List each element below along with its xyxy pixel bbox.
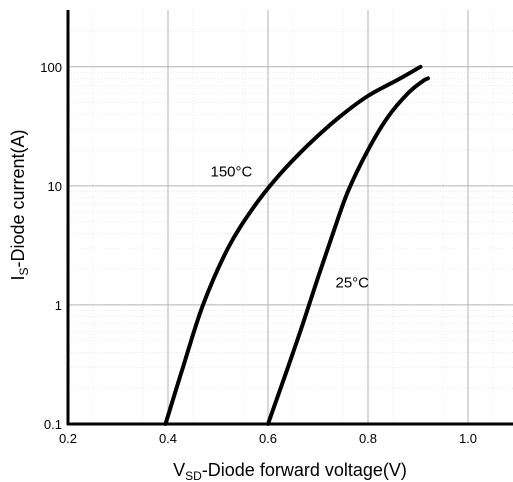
- x-tick-label: 0.4: [159, 431, 177, 446]
- x-axis-title: VSD-Diode forward voltage(V): [173, 460, 407, 482]
- x-tick-label: 0.6: [259, 431, 277, 446]
- curve-150c: [163, 64, 423, 426]
- curve-label-25c: 25°C: [336, 275, 370, 292]
- curve-labels: 150°C 25°C: [211, 163, 370, 291]
- y-axis-title-rest: -Diode current(A): [8, 129, 28, 267]
- y-tick-label: 0.1: [44, 417, 62, 432]
- x-axis-title-rest: -Diode forward voltage(V): [202, 460, 407, 480]
- y-tick-labels: 0.1 1 10 100: [40, 60, 62, 432]
- y-axis-title-subscript: S: [17, 268, 31, 276]
- x-tick-labels: 0.2 0.4 0.6 0.8 1.0: [59, 431, 477, 446]
- x-axis-title-subscript: SD: [185, 469, 202, 482]
- curves: [163, 64, 430, 426]
- y-tick-label: 1: [55, 298, 62, 313]
- x-tick-label: 1.0: [459, 431, 477, 446]
- minor-grid: [68, 10, 513, 424]
- x-axis-title-main: V: [173, 460, 185, 480]
- y-axis-title-main: I: [8, 276, 28, 281]
- x-tick-label: 0.8: [359, 431, 377, 446]
- curve-label-150c: 150°C: [211, 163, 253, 180]
- x-tick-label: 0.2: [59, 431, 77, 446]
- y-axis-title: IS-Diode current(A): [8, 129, 31, 280]
- y-tick-label: 100: [40, 60, 62, 75]
- axes: [66, 10, 513, 426]
- curve-25c: [266, 76, 430, 426]
- y-tick-label: 10: [48, 179, 62, 194]
